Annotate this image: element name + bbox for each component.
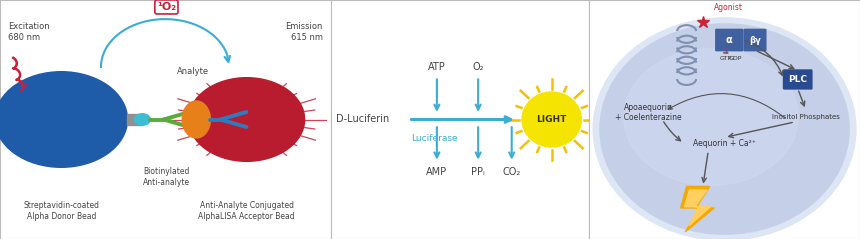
- Text: GTP: GTP: [719, 56, 731, 61]
- Text: Inositol Phosphates: Inositol Phosphates: [772, 114, 839, 120]
- Text: LIGHT: LIGHT: [537, 115, 567, 124]
- FancyBboxPatch shape: [744, 29, 766, 51]
- Text: Aequorin + Ca²⁺: Aequorin + Ca²⁺: [693, 139, 756, 148]
- Text: Analyte: Analyte: [177, 67, 209, 76]
- Ellipse shape: [182, 101, 211, 138]
- FancyBboxPatch shape: [715, 29, 744, 51]
- Ellipse shape: [624, 49, 798, 185]
- Ellipse shape: [593, 18, 856, 239]
- Bar: [127, 114, 143, 125]
- Text: ATP: ATP: [428, 62, 445, 72]
- Text: Emission
615 nm: Emission 615 nm: [286, 22, 322, 42]
- Text: PPᵢ: PPᵢ: [471, 167, 485, 177]
- Text: D-Luciferin: D-Luciferin: [336, 114, 390, 125]
- Text: PLC: PLC: [789, 75, 808, 84]
- Text: AMP: AMP: [427, 167, 447, 177]
- Circle shape: [134, 114, 150, 125]
- Text: Biotinylated
Anti-analyte: Biotinylated Anti-analyte: [144, 167, 190, 187]
- Polygon shape: [685, 190, 710, 226]
- Ellipse shape: [600, 24, 849, 234]
- Text: Anti-Analyte Conjugated
AlphaLISA Acceptor Bead: Anti-Analyte Conjugated AlphaLISA Accept…: [199, 201, 295, 221]
- Text: βγ: βγ: [749, 36, 761, 44]
- Text: GDP: GDP: [728, 56, 742, 61]
- FancyBboxPatch shape: [783, 69, 813, 90]
- Text: Streptavidin-coated
Alpha Donor Bead: Streptavidin-coated Alpha Donor Bead: [23, 201, 99, 221]
- Text: Agonist: Agonist: [714, 3, 743, 12]
- Text: CO₂: CO₂: [502, 167, 521, 177]
- Polygon shape: [680, 186, 715, 232]
- Text: ¹O₂: ¹O₂: [157, 2, 176, 12]
- Circle shape: [0, 72, 127, 167]
- Text: α: α: [726, 35, 733, 45]
- Text: Apoaequorin
+ Coelenterazine: Apoaequorin + Coelenterazine: [616, 103, 682, 122]
- Circle shape: [188, 78, 304, 161]
- Text: Luciferase: Luciferase: [411, 134, 458, 143]
- Text: O₂: O₂: [472, 62, 484, 72]
- Text: Excitation
680 nm: Excitation 680 nm: [9, 22, 50, 42]
- Circle shape: [522, 92, 581, 147]
